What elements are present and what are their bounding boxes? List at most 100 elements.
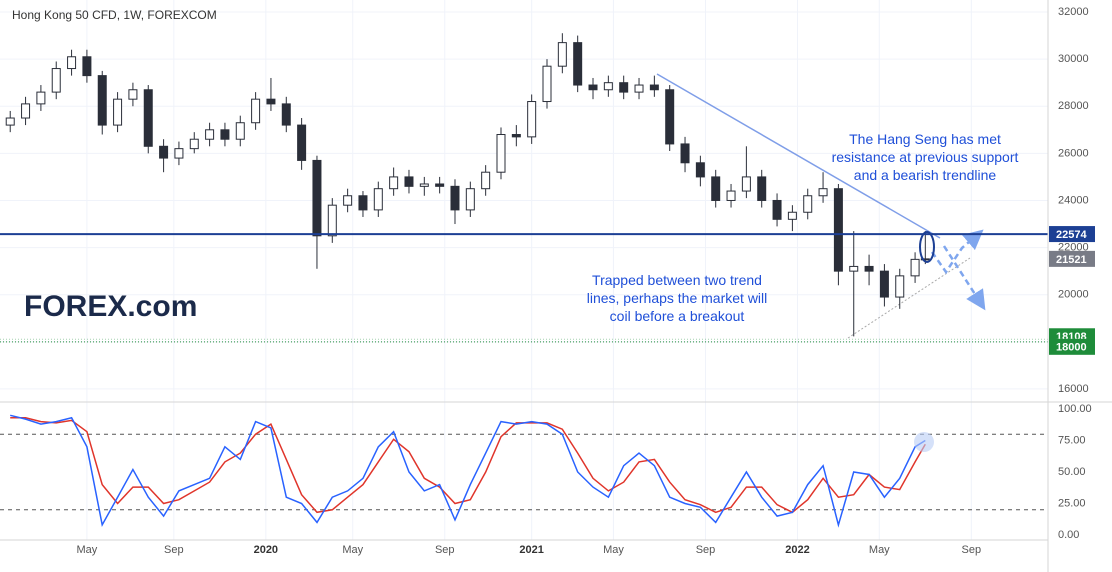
- candle-body: [849, 265, 859, 272]
- candle-body: [343, 195, 353, 206]
- x-tick-label: 2021: [519, 544, 543, 556]
- candle-body: [895, 275, 905, 298]
- annotation-line: The Hang Seng has met: [849, 131, 1001, 147]
- y-tick-label: 30000: [1058, 53, 1089, 65]
- candle-body: [281, 103, 291, 126]
- x-tick-label: 2020: [254, 544, 278, 556]
- candle-body: [51, 68, 61, 93]
- candle-body: [695, 162, 705, 178]
- y-tick-label: 100.00: [1058, 403, 1092, 415]
- y-tick-label: 24000: [1058, 194, 1089, 206]
- candle-body: [419, 183, 429, 187]
- annotation-line: coil before a breakout: [610, 308, 745, 324]
- x-tick-label: Sep: [696, 544, 716, 556]
- candle-body: [787, 211, 797, 220]
- candle-body: [21, 103, 31, 119]
- candle-body: [465, 188, 475, 211]
- candle-body: [803, 195, 813, 213]
- y-tick-label: 22000: [1058, 241, 1089, 253]
- candle-body: [511, 134, 521, 138]
- candle-body: [5, 117, 15, 126]
- y-tick-label: 16000: [1058, 383, 1089, 395]
- candle-body: [649, 84, 659, 91]
- candle-body: [36, 91, 46, 105]
- candle-body: [235, 122, 245, 140]
- candle-body: [864, 265, 874, 272]
- plot: [0, 33, 1048, 528]
- candle-body: [189, 138, 199, 150]
- price-label-box: [1049, 338, 1095, 355]
- candle-body: [373, 188, 383, 211]
- candle-body: [159, 145, 169, 159]
- y-tick-label: 20000: [1058, 289, 1089, 301]
- x-tick-label: Sep: [164, 544, 184, 556]
- candle-body: [389, 176, 399, 190]
- price-label-box: [1049, 226, 1095, 243]
- candle-body: [97, 75, 107, 126]
- y-tick-label: 28000: [1058, 100, 1089, 112]
- stoch-line: [10, 417, 926, 514]
- candle-body: [82, 56, 92, 77]
- x-tick-label: May: [603, 544, 624, 556]
- y-tick-label: 32000: [1058, 6, 1089, 18]
- candle-body: [527, 101, 537, 138]
- x-tick-label: Sep: [435, 544, 455, 556]
- stoch-line: [10, 414, 926, 528]
- candle-body: [113, 98, 123, 126]
- candle-body: [404, 176, 414, 187]
- highlight-ellipse: [919, 231, 935, 263]
- candle-body: [358, 195, 368, 211]
- candle-body: [920, 258, 930, 261]
- candle-body: [680, 143, 690, 164]
- candle-body: [312, 159, 322, 237]
- annotation-line: and a bearish trendline: [854, 167, 997, 183]
- x-tick-label: Sep: [962, 544, 982, 556]
- candle-body: [879, 270, 889, 298]
- candle-body: [128, 89, 138, 100]
- x-tick-label: May: [77, 544, 98, 556]
- annotation: Trapped between two trend lines, perhaps …: [587, 272, 768, 324]
- candle-body: [266, 98, 276, 105]
- candle-body: [496, 134, 506, 173]
- candle-body: [665, 89, 675, 145]
- x-tick-label: 2022: [785, 544, 809, 556]
- x-tick-label: May: [342, 544, 363, 556]
- candle-body: [818, 188, 828, 197]
- annotation-line: Trapped between two trend: [592, 272, 762, 288]
- candle-body: [619, 82, 629, 93]
- candle-body: [603, 82, 613, 91]
- candle-body: [726, 190, 736, 201]
- y-tick-label: 25.00: [1058, 497, 1086, 509]
- support-trendline: [847, 257, 971, 339]
- candle-body: [557, 42, 567, 67]
- candle-body: [297, 124, 307, 161]
- candle-body: [833, 188, 843, 272]
- price-label: 21521: [1056, 254, 1087, 266]
- y-tick-label: 0.00: [1058, 529, 1079, 541]
- price-label: 22574: [1056, 229, 1087, 241]
- price-label-box: [1049, 250, 1095, 267]
- projection-arrow: [930, 229, 984, 275]
- chart-title: Hong Kong 50 CFD, 1W, FOREXCOM: [12, 8, 217, 22]
- projection-arrow: [942, 245, 986, 311]
- candle-body: [327, 204, 337, 237]
- candle-body: [910, 258, 920, 277]
- candle-body: [741, 176, 751, 192]
- y-tick-label: 75.00: [1058, 434, 1086, 446]
- candle-body: [205, 129, 215, 140]
- candle-body: [67, 56, 77, 70]
- y-tick-label: 50.00: [1058, 466, 1086, 478]
- bearish-trendline: [656, 73, 941, 239]
- candle-body: [573, 42, 583, 86]
- candle-body: [542, 65, 552, 103]
- y-tick-label: 26000: [1058, 147, 1089, 159]
- candle-body: [711, 176, 721, 201]
- candle-body: [174, 148, 184, 159]
- annotation: The Hang Seng has met resistance at previ…: [832, 131, 1019, 183]
- candle-body: [634, 84, 644, 93]
- annotation-line: resistance at previous support: [832, 149, 1019, 165]
- candle-body: [772, 199, 782, 220]
- logo: FOREX.com: [24, 290, 197, 323]
